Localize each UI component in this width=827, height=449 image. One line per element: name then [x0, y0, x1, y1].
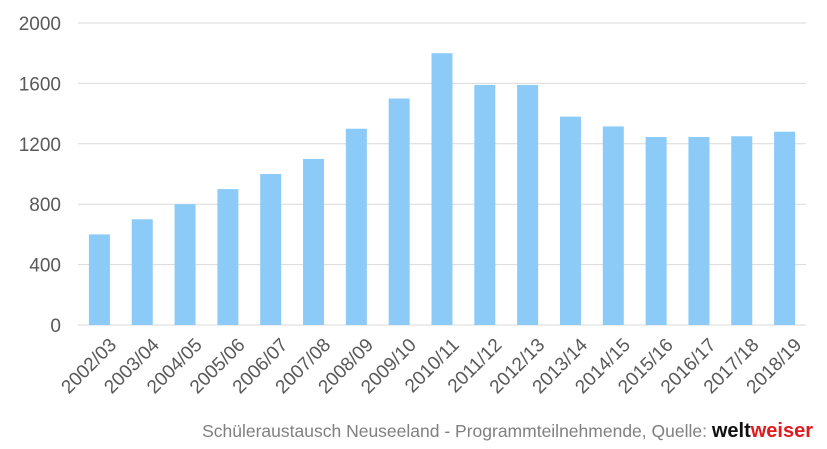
caption-text: Schüleraustausch Neuseeland - Programmte…: [202, 421, 712, 441]
bar-2006-07: [260, 174, 282, 325]
bar-2012-13: [517, 84, 539, 325]
bar-2017-18: [731, 136, 753, 325]
y-tick-label: 2000: [19, 14, 61, 35]
bar-2003-04: [131, 219, 153, 325]
bar-2010-11: [431, 53, 453, 325]
bar-2002-03: [88, 234, 110, 325]
bars: [88, 53, 796, 326]
y-tick-label: 1600: [19, 74, 61, 95]
y-tick-label: 800: [29, 195, 61, 216]
bar-2014-15: [602, 126, 624, 325]
bar-2013-14: [559, 116, 581, 326]
y-tick-label: 0: [50, 316, 61, 337]
bar-2008-09: [345, 128, 367, 325]
bar-2009-10: [388, 98, 410, 325]
bar-2016-17: [688, 137, 710, 325]
x-axis-ticks: 2002/032003/042004/052005/062006/072007/…: [58, 334, 807, 398]
bar-2011-12: [474, 84, 496, 325]
y-axis-ticks: 0 400 800 1200 1600 2000: [19, 14, 61, 337]
brand-logo-part1: welt: [711, 420, 751, 442]
bar-2004-05: [174, 204, 196, 325]
bar-2018-19: [774, 131, 796, 325]
bar-2015-16: [645, 137, 667, 325]
y-tick-label: 400: [29, 256, 61, 277]
chart-caption: Schüleraustausch Neuseeland - Programmte…: [202, 420, 813, 443]
bar-2005-06: [217, 189, 239, 325]
y-tick-label: 1200: [19, 135, 61, 156]
brand-logo-part2: weiser: [750, 420, 813, 442]
bar-2007-08: [303, 158, 325, 325]
